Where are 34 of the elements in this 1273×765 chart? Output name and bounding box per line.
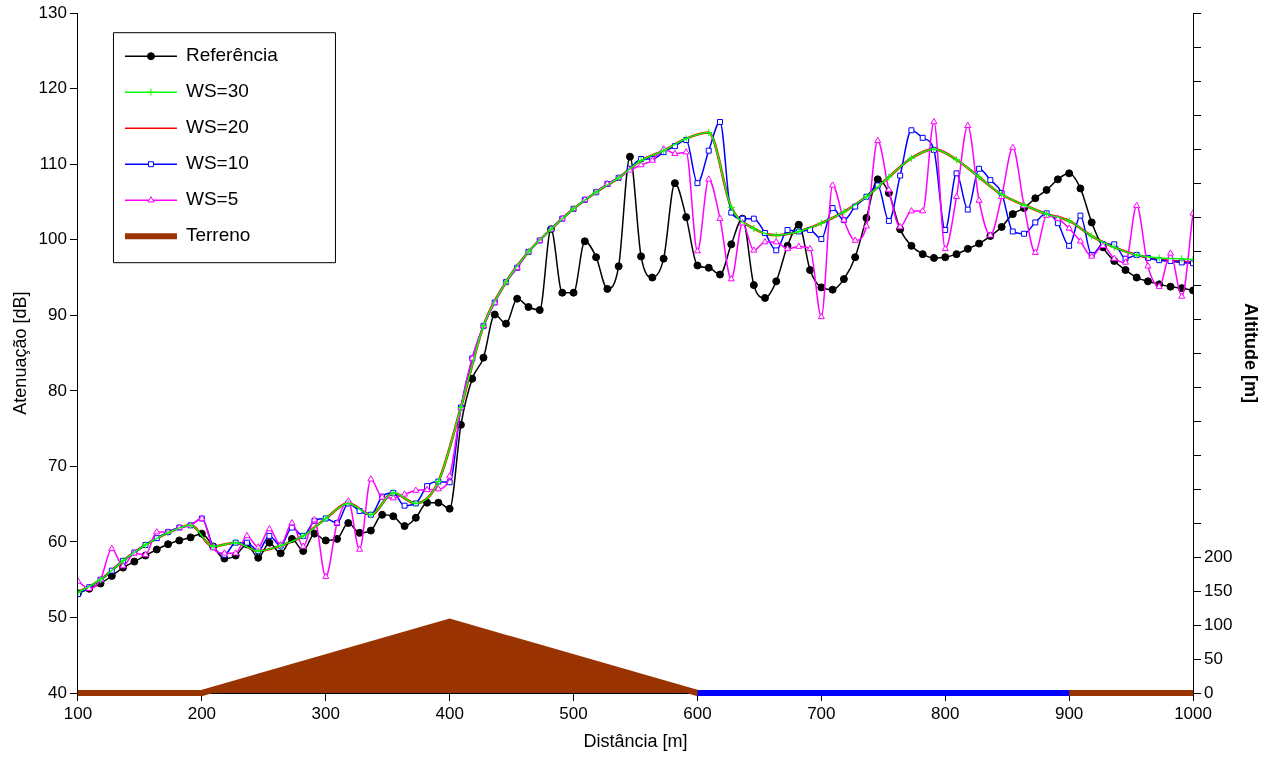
y-axis-title: Atenuação [dB] [9, 291, 30, 415]
x-tick-label: 800 [931, 703, 960, 723]
x-tick-label: 300 [311, 703, 340, 723]
y-tick-label: 130 [38, 2, 67, 22]
y-tick-label: 80 [48, 380, 67, 400]
y2-tick-label: 150 [1204, 580, 1233, 600]
legend-label: WS=20 [185, 116, 249, 138]
legend-label: WS=5 [185, 188, 239, 210]
y-tick-label: 100 [38, 229, 67, 249]
y-tick-label: 60 [48, 531, 67, 551]
x-tick-label: 900 [1054, 703, 1084, 723]
x-tick-label: 100 [63, 703, 93, 723]
legend-label: WS=30 [185, 80, 249, 102]
legend-label: Referência [185, 44, 279, 66]
y-tick-label: 120 [38, 78, 67, 98]
x-tick-label: 700 [807, 703, 836, 723]
y-tick-label: 70 [48, 456, 67, 476]
y-tick-label: 90 [48, 305, 67, 325]
y-tick-label: 40 [48, 682, 67, 702]
y-tick-label: 50 [48, 607, 67, 627]
y2-axis-title: Altitude [m] [1241, 303, 1262, 404]
y2-tick-label: 0 [1204, 682, 1214, 702]
x-tick-label: 500 [559, 703, 588, 723]
y2-tick-label: 50 [1204, 648, 1223, 668]
legend-label: Terreno [185, 224, 251, 246]
x-tick-label: 600 [683, 703, 712, 723]
x-tick-label: 200 [187, 703, 217, 723]
legend-label: WS=10 [185, 152, 249, 174]
y2-tick-label: 100 [1204, 614, 1233, 634]
x-tick-label: 1000 [1174, 703, 1212, 723]
y-tick-label: 110 [39, 153, 67, 173]
x-axis-title: Distância [m] [583, 731, 688, 752]
x-tick-label: 400 [435, 703, 464, 723]
y2-tick-label: 200 [1204, 546, 1233, 566]
